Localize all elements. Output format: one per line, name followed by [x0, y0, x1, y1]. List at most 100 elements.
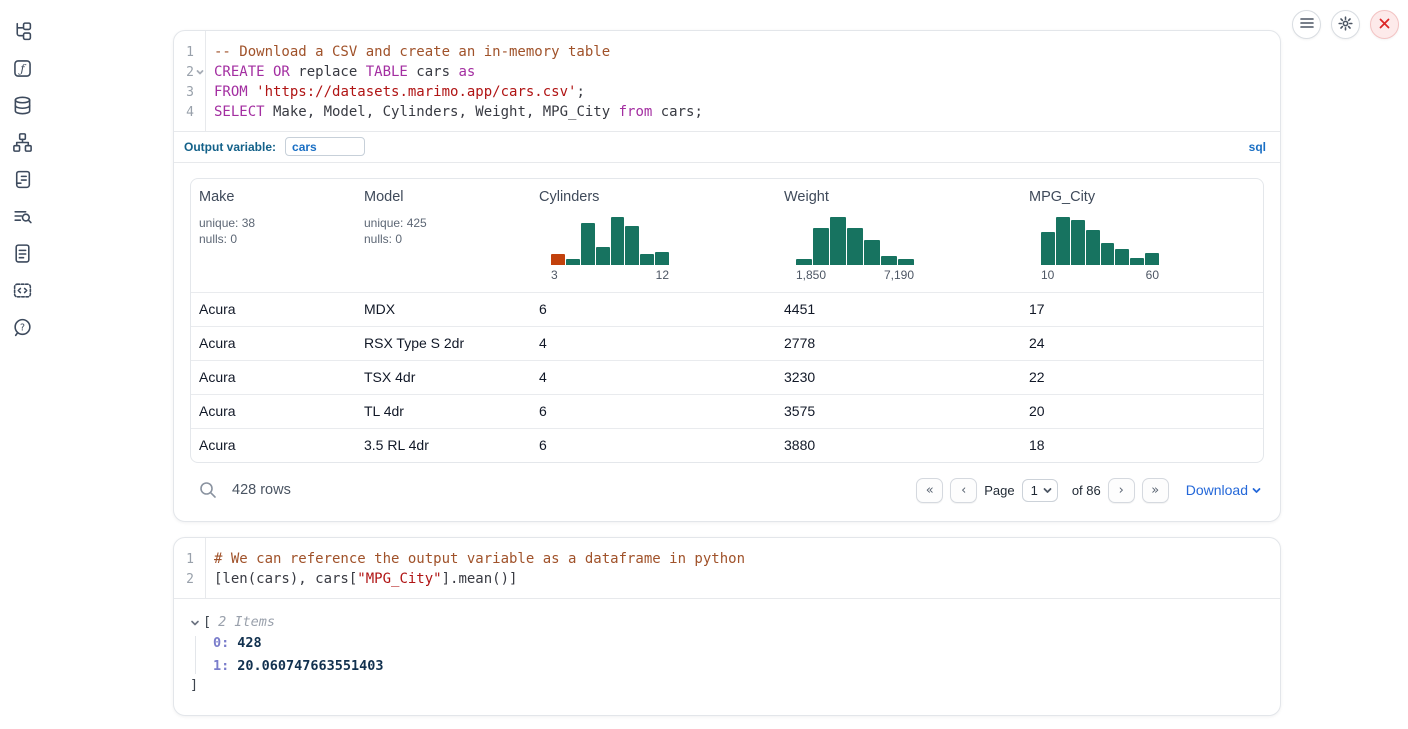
hist-max-label: 7,190	[883, 268, 914, 282]
first-page-button[interactable]: «	[916, 477, 944, 503]
last-page-button[interactable]: »	[1141, 477, 1169, 503]
page-label: Page	[984, 482, 1015, 498]
helper-functions-icon[interactable]: ƒ	[12, 58, 33, 79]
histogram-bar	[881, 256, 897, 265]
histogram-bar	[1085, 230, 1100, 265]
code-line: # We can reference the output variable a…	[214, 551, 746, 567]
fold-chevron-icon[interactable]	[194, 68, 205, 76]
mpg-city-histogram[interactable]: 10 60	[1041, 215, 1159, 282]
code-line: [len(cars), cars["MPG_City"].mean()]	[214, 571, 518, 587]
table-row[interactable]: Acura MDX 6 4451 17	[191, 292, 1263, 326]
table-row[interactable]: Acura TL 4dr 6 3575 20	[191, 394, 1263, 428]
histogram-bar	[1145, 253, 1159, 265]
close-icon	[1379, 17, 1390, 32]
histogram-bar	[1115, 249, 1130, 265]
table-of-contents-icon[interactable]	[12, 206, 33, 227]
cylinders-histogram[interactable]: 3 12	[551, 215, 669, 282]
output-variable-input[interactable]	[285, 137, 366, 156]
line-number: 1	[186, 551, 194, 567]
menu-button[interactable]	[1292, 10, 1321, 39]
histogram-bar	[1055, 217, 1070, 265]
language-badge[interactable]: sql	[1248, 139, 1266, 154]
item-index: 1:	[213, 658, 230, 674]
python-cell: 1 2 # We can reference the output variab…	[173, 537, 1281, 716]
weight-histogram[interactable]: 1,850 7,190	[796, 215, 914, 282]
histogram-bar	[898, 259, 914, 265]
histogram-bar	[610, 217, 625, 265]
dependency-graph-icon[interactable]	[12, 132, 33, 153]
sql-code-editor[interactable]: 1 2 3 4 -- Download a CSV and create an …	[174, 31, 1280, 131]
hamburger-icon	[1299, 17, 1314, 32]
table-footer: 428 rows « ‹ Page 1 of 86 › » Downl	[190, 476, 1264, 504]
output-variable-label: Output variable:	[184, 139, 277, 154]
line-number-gutter: 1 2	[174, 538, 206, 598]
chevrons-left-icon: «	[925, 482, 934, 498]
page-select[interactable]: 1	[1021, 478, 1058, 502]
python-code-editor[interactable]: 1 2 # We can reference the output variab…	[174, 538, 1280, 598]
next-page-button[interactable]: ›	[1107, 477, 1135, 503]
settings-button[interactable]	[1331, 10, 1360, 39]
histogram-bar	[847, 228, 863, 265]
hist-min-label: 1,850	[796, 268, 827, 282]
close-bracket: ]	[190, 677, 199, 693]
hist-max-label: 12	[655, 268, 669, 282]
list-entries: 0: 428 1: 20.060747663551403	[195, 636, 1264, 674]
sql-cell: 1 2 3 4 -- Download a CSV and create an …	[173, 30, 1281, 522]
logs-icon[interactable]	[12, 169, 33, 190]
item-value: 20.060747663551403	[237, 658, 384, 674]
unique-stat: unique: 38	[199, 216, 256, 230]
divider	[174, 598, 1280, 599]
snippets-icon[interactable]	[12, 280, 33, 301]
column-header-weight[interactable]: Weight 1,850 7,190	[784, 189, 914, 282]
chevron-left-icon: ‹	[961, 482, 967, 498]
histogram-bar	[595, 247, 610, 265]
line-number-gutter: 1 2 3 4	[174, 31, 206, 131]
histogram-bar	[551, 254, 565, 265]
histogram-bar	[580, 223, 595, 265]
histogram-bar	[813, 228, 829, 265]
histogram-bar	[830, 217, 846, 265]
pagination: « ‹ Page 1 of 86 › » Download	[916, 477, 1261, 503]
download-button[interactable]: Download	[1186, 482, 1261, 498]
total-pages: of 86	[1071, 482, 1101, 498]
list-item: 1: 20.060747663551403	[213, 659, 1264, 674]
histogram-bar	[796, 259, 812, 265]
help-icon[interactable]: ?	[12, 317, 33, 338]
code-line: FROM 'https://datasets.marimo.app/cars.c…	[214, 84, 585, 100]
row-count: 428 rows	[232, 482, 291, 498]
table-header-row: Make unique: 38 nulls: 0 Model unique: 42…	[191, 179, 1263, 292]
column-header-mpg-city[interactable]: MPG_City 10 60	[1029, 189, 1159, 282]
sidebar: ƒ ?	[0, 0, 44, 338]
prev-page-button[interactable]: ‹	[950, 477, 978, 503]
documentation-icon[interactable]	[12, 243, 33, 264]
line-number: 1	[186, 44, 194, 60]
line-number: 2	[186, 64, 194, 80]
gear-icon	[1338, 15, 1353, 34]
sql-code[interactable]: -- Download a CSV and create an in-memor…	[206, 31, 1280, 131]
column-header-cylinders[interactable]: Cylinders 3 12	[539, 189, 669, 282]
collapse-chevron-icon[interactable]	[190, 616, 202, 628]
histogram-bar	[1041, 232, 1055, 265]
python-code[interactable]: # We can reference the output variable a…	[206, 538, 1280, 598]
divider	[174, 162, 1280, 163]
notebook-actions	[1292, 10, 1399, 39]
hist-min-label: 3	[551, 268, 558, 282]
data-sources-icon[interactable]	[12, 95, 33, 116]
chevron-right-icon: ›	[1118, 482, 1124, 498]
table-row[interactable]: Acura RSX Type S 2dr 4 2778 24	[191, 326, 1263, 360]
item-value: 428	[237, 635, 262, 651]
table-row[interactable]: Acura TSX 4dr 4 3230 22	[191, 360, 1263, 394]
items-count: 2 Items	[218, 614, 276, 630]
histogram-bar	[565, 259, 580, 265]
shutdown-button[interactable]	[1370, 10, 1399, 39]
line-number: 4	[186, 104, 194, 120]
table-row[interactable]: Acura 3.5 RL 4dr 6 3880 18	[191, 428, 1263, 462]
histogram-bar	[864, 240, 880, 265]
code-line: -- Download a CSV and create an in-memor…	[214, 44, 611, 60]
search-icon[interactable]	[199, 481, 217, 499]
histogram-bar	[1130, 258, 1145, 265]
column-header-make[interactable]: Make unique: 38 nulls: 0	[191, 179, 356, 292]
file-explorer-icon[interactable]	[12, 21, 33, 42]
column-header-model[interactable]: Model unique: 425 nulls: 0	[356, 179, 531, 292]
